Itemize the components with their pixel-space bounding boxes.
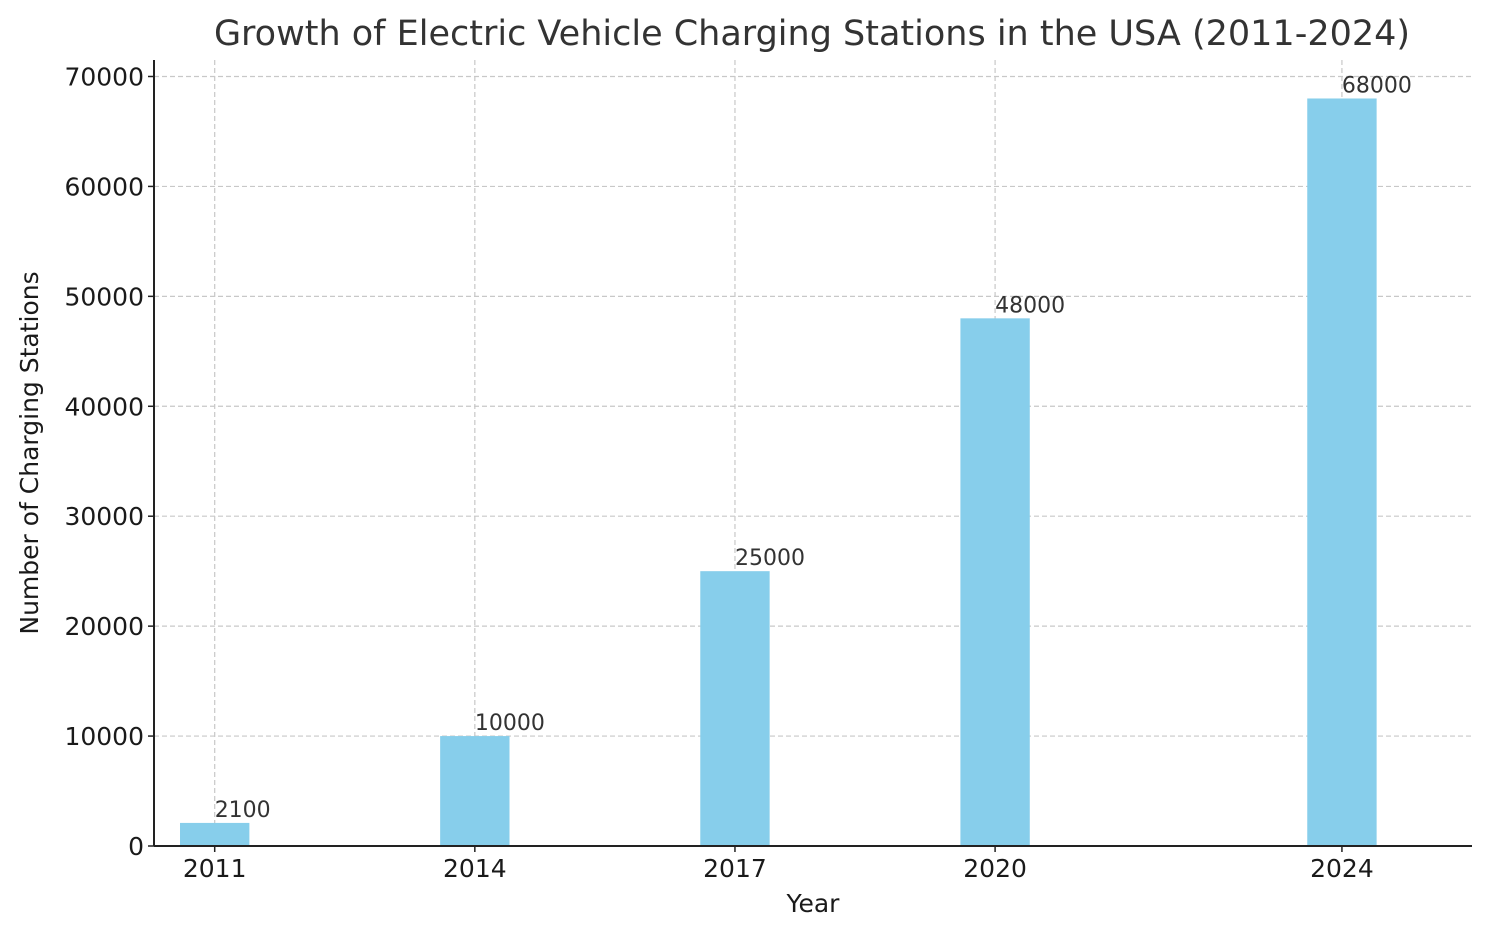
x-tick-label: 2017 (703, 854, 767, 883)
y-tick-label: 30000 (64, 502, 144, 531)
y-tick-label: 70000 (64, 62, 144, 91)
y-tick-label: 50000 (64, 282, 144, 311)
axes (153, 60, 1472, 847)
y-tick-label: 0 (128, 832, 144, 861)
chart-title: Growth of Electric Vehicle Charging Stat… (214, 14, 1410, 54)
data-label-2011: 2100 (215, 798, 271, 823)
x-tick-label: 2024 (1310, 854, 1374, 883)
y-tick-label: 10000 (64, 722, 144, 751)
data-label-2017: 25000 (735, 546, 805, 571)
x-tick-label: 2014 (443, 854, 507, 883)
bar-2017 (700, 571, 770, 846)
y-ticks: 0 10000 20000 30000 40000 50000 60000 70000 (64, 62, 154, 861)
bar-2020 (960, 318, 1030, 846)
y-axis-label: Number of Charging Stations (15, 271, 44, 634)
data-label-2024: 68000 (1342, 73, 1412, 98)
data-label-2014: 10000 (475, 711, 545, 736)
bars (180, 98, 1377, 846)
data-labels: 2100 10000 25000 48000 68000 (215, 73, 1412, 822)
grid-lines (154, 60, 1472, 846)
x-axis-label: Year (786, 889, 841, 918)
x-tick-label: 2020 (963, 854, 1027, 883)
bar-2014 (440, 736, 510, 846)
y-tick-label: 40000 (64, 392, 144, 421)
data-label-2020: 48000 (995, 293, 1065, 318)
y-tick-label: 20000 (64, 612, 144, 641)
bar-2011 (180, 822, 250, 846)
bar-2024 (1307, 98, 1377, 846)
x-tick-label: 2011 (183, 854, 247, 883)
y-tick-label: 60000 (64, 172, 144, 201)
x-ticks: 2011 2014 2017 2020 2024 (183, 846, 1374, 883)
